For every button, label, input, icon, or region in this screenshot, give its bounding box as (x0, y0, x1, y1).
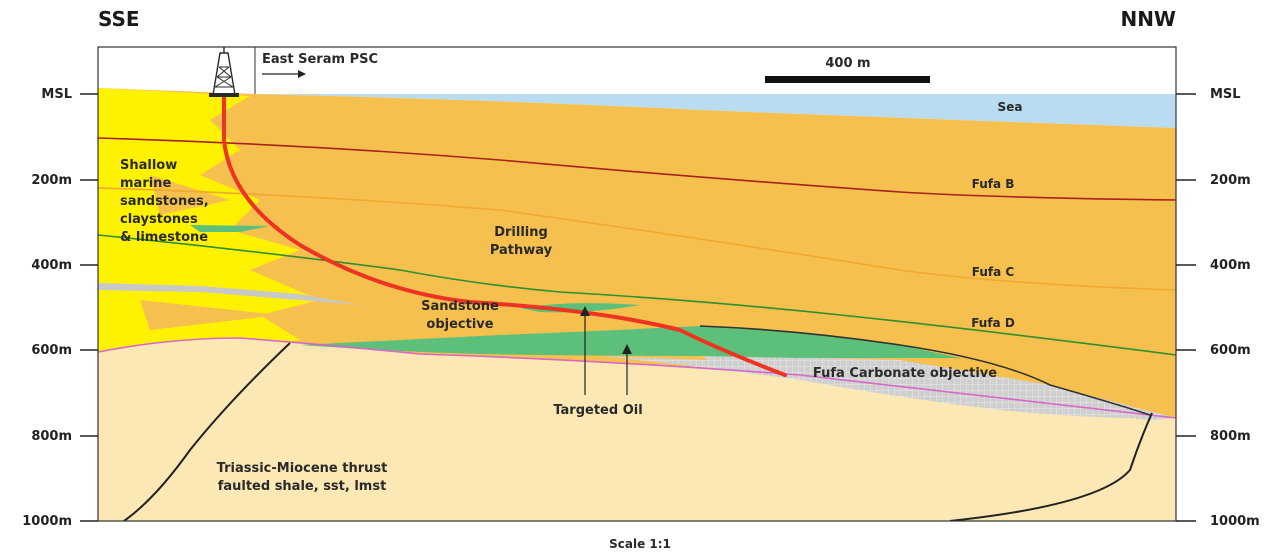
depth-label-right: 1000m (1210, 514, 1260, 529)
basement-layer (98, 338, 1176, 521)
svg-text:Sandstone: Sandstone (421, 299, 499, 314)
drilling-pathway-label: Drilling Pathway (490, 225, 553, 258)
depth-label-right: 800m (1210, 429, 1251, 444)
svg-text:Triassic-Miocene thrust: Triassic-Miocene thrust (217, 461, 388, 476)
svg-text:Shallow: Shallow (120, 158, 177, 173)
depth-label-left: MSL (41, 87, 72, 102)
orientation-right: NNW (1120, 7, 1176, 31)
orientation-left: SSE (98, 7, 140, 31)
unconformity-line (98, 337, 1176, 419)
well-path (222, 92, 787, 377)
svg-text:objective: objective (426, 317, 493, 332)
sandstone-objective-label: Sandstone objective (421, 299, 499, 332)
geology-layers (98, 47, 1176, 521)
air (98, 47, 1176, 94)
depth-label-right: 400m (1210, 258, 1251, 273)
sea-layer (255, 94, 1176, 128)
drilling-rig-icon (209, 47, 239, 97)
svg-text:Pathway: Pathway (490, 243, 553, 258)
fault-right (949, 412, 1153, 521)
grey-bed (98, 283, 360, 305)
depth-label-left: 1000m (22, 514, 72, 529)
basement-label: Triassic-Miocene thrust faulted shale, s… (217, 461, 388, 494)
block-label: East Seram PSC (262, 52, 378, 67)
svg-text:Drilling: Drilling (494, 225, 548, 240)
fault-left (122, 342, 291, 521)
section-frame (97, 46, 1177, 522)
depth-label-right: MSL (1210, 87, 1241, 102)
svg-text:marine: marine (120, 176, 171, 191)
depth-label-left: 600m (31, 343, 72, 358)
fufa-b-label: Fufa B (972, 177, 1015, 191)
green-reservoir-lower (300, 326, 960, 358)
scale-bar-label: 400 m (825, 56, 870, 71)
depth-label-left: 400m (31, 258, 72, 273)
green-lens-left (190, 225, 270, 232)
fufa-d-horizon (98, 234, 1176, 356)
svg-text:faulted shale, sst, lmst: faulted shale, sst, lmst (218, 479, 387, 494)
arrow-right-icon (262, 70, 306, 78)
depth-axes: MSL MSL 200m 200m 400m 400m 600m 600m 800m 800m 10… (22, 87, 1259, 529)
svg-text:sandstones,: sandstones, (120, 194, 209, 209)
depth-label-right: 600m (1210, 343, 1251, 358)
svg-text:& limestone: & limestone (120, 230, 208, 245)
fufa-d-label: Fufa D (971, 316, 1015, 330)
svg-text:claystones: claystones (120, 212, 198, 227)
targeted-oil-label: Targeted Oil (553, 403, 642, 418)
carbonate-top-line (699, 325, 1151, 416)
targeted-oil-arrows (580, 306, 632, 395)
fufa-b-horizon (98, 137, 1176, 201)
scale-text: Scale 1:1 (609, 537, 671, 551)
shallow-marine-label: Shallow marine sandstones, claystones & … (120, 158, 209, 245)
fufa-c-horizon (98, 187, 1176, 291)
depth-label-right: 200m (1210, 173, 1251, 188)
depth-label-left: 800m (31, 429, 72, 444)
carbonate-objective-label: Fufa Carbonate objective (813, 366, 997, 381)
fufa-c-label: Fufa C (972, 265, 1015, 279)
sea-label: Sea (998, 100, 1023, 114)
scale-bar (765, 76, 930, 83)
depth-label-left: 200m (31, 173, 72, 188)
